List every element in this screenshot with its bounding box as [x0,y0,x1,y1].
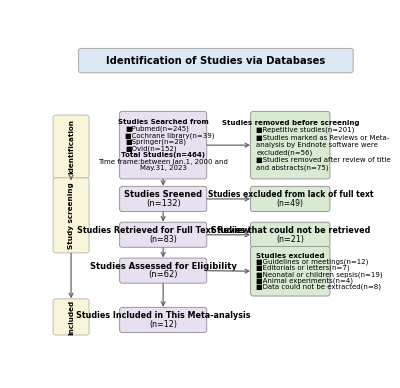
Text: excluded(n=56): excluded(n=56) [256,149,312,156]
Text: ■Cochrane library(n=39): ■Cochrane library(n=39) [125,132,215,139]
FancyBboxPatch shape [250,246,330,296]
Text: ■Neonatal or children sepsis(n=19): ■Neonatal or children sepsis(n=19) [256,271,383,278]
FancyBboxPatch shape [250,111,330,179]
Text: Time frame:between Jan.1, 2000 and: Time frame:between Jan.1, 2000 and [98,159,228,165]
Text: Studies Sreened: Studies Sreened [124,190,202,199]
FancyBboxPatch shape [120,222,207,247]
Text: ■Animal experiments(n=4): ■Animal experiments(n=4) [256,277,353,284]
FancyBboxPatch shape [53,178,89,253]
FancyBboxPatch shape [53,299,89,335]
Text: Studies excluded: Studies excluded [256,253,324,258]
Text: ■Guidelines or meetings(n=12): ■Guidelines or meetings(n=12) [256,258,368,265]
Text: Studies Assessed for Eligibility: Studies Assessed for Eligibility [90,262,236,271]
Text: Studies that could not be retrieved: Studies that could not be retrieved [210,226,370,235]
FancyBboxPatch shape [120,258,207,283]
Text: ■Springer(n=28): ■Springer(n=28) [125,139,186,145]
Text: Study screening: Study screening [68,182,74,249]
Text: Identification of Studies via Databases: Identification of Studies via Databases [106,55,326,66]
Text: Studies excluded from lack of full text: Studies excluded from lack of full text [208,190,373,199]
Text: (n=62): (n=62) [148,270,178,279]
FancyBboxPatch shape [120,186,207,211]
Text: (n=132): (n=132) [146,199,180,208]
Text: ■Editorials or letters(n=7): ■Editorials or letters(n=7) [256,265,350,271]
Text: Included: Included [68,299,74,334]
Text: (n=49): (n=49) [277,199,304,208]
Text: ■Pubmed(n=245): ■Pubmed(n=245) [125,125,189,132]
Text: (n=12): (n=12) [149,320,177,329]
Text: Studies Searched from: Studies Searched from [118,119,208,125]
Text: ■Studies marked as Reviews or Meta-: ■Studies marked as Reviews or Meta- [256,135,389,140]
Text: ■Ovid(n=152): ■Ovid(n=152) [125,145,177,152]
FancyBboxPatch shape [250,222,330,247]
Text: May.31, 2023: May.31, 2023 [140,165,186,171]
Text: Total Studies(n=464): Total Studies(n=464) [121,152,205,158]
Text: ■Studies removed after review of title: ■Studies removed after review of title [256,157,391,163]
Text: Identification: Identification [68,119,74,174]
Text: ■Repetitive studies(n=201): ■Repetitive studies(n=201) [256,127,354,133]
Text: ■Data could not be extracted(n=8): ■Data could not be extracted(n=8) [256,284,381,290]
Text: (n=83): (n=83) [149,234,177,244]
Text: Studies Retrieved for Full Text Review: Studies Retrieved for Full Text Review [77,226,250,235]
FancyBboxPatch shape [53,115,89,178]
Text: and abstracts(n=75): and abstracts(n=75) [256,165,329,171]
Text: analysis by Endnote software were: analysis by Endnote software were [256,142,378,148]
FancyBboxPatch shape [120,111,207,179]
FancyBboxPatch shape [120,307,207,333]
Text: Studies Included in This Meta-analysis: Studies Included in This Meta-analysis [76,311,250,320]
FancyBboxPatch shape [250,186,330,211]
Text: Studies removed before screening: Studies removed before screening [222,120,359,126]
Text: (n=21): (n=21) [276,234,304,244]
FancyBboxPatch shape [78,48,353,73]
